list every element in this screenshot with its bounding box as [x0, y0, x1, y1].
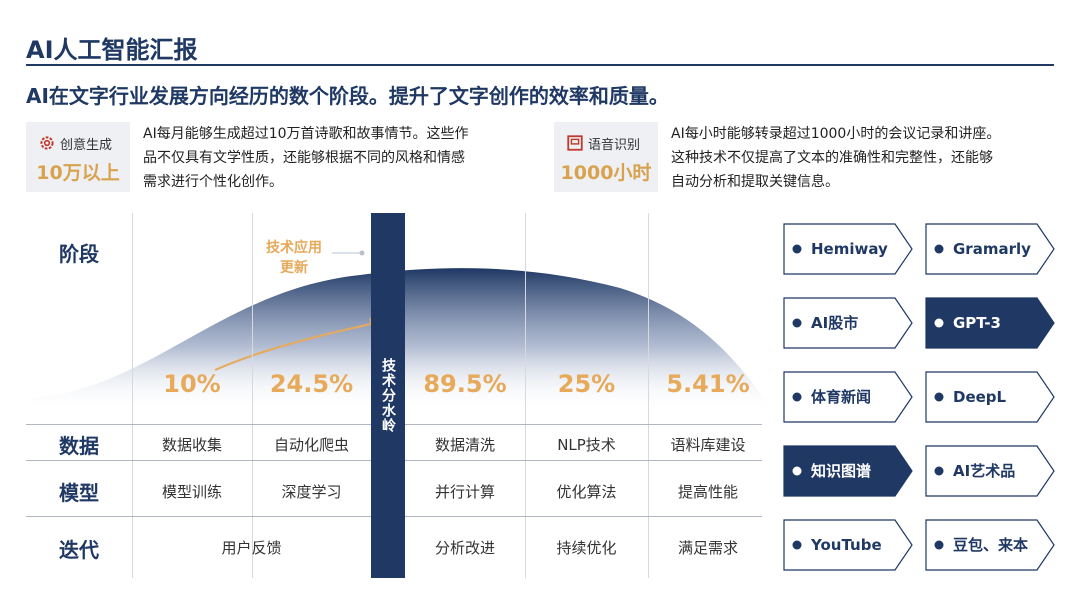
stat-value: 1000小时	[560, 162, 652, 184]
grid-column-line	[132, 213, 133, 578]
stage-percentage: 5.41%	[666, 370, 750, 398]
page-subtitle: AI在文字行业发展方向经历的数个阶段。提升了文字创作的效率和质量。	[26, 84, 669, 108]
bullet-icon	[934, 392, 944, 402]
tool-tag-shape	[783, 519, 913, 571]
gear-icon	[40, 136, 54, 150]
tool-tag: Gramarly	[925, 223, 1055, 275]
model-cell: 模型训练	[161, 483, 222, 501]
tool-name: 体育新闻	[811, 388, 872, 406]
tool-name: YouTube	[811, 536, 882, 554]
stat-label: 语音识别	[588, 138, 641, 153]
tool-name: AI艺术品	[953, 462, 1016, 480]
tool-name: Gramarly	[953, 240, 1031, 258]
data-cell: 自动化爬虫	[273, 436, 349, 454]
grid-column-line	[525, 213, 526, 578]
annotation-tech-update: 技术应用 更新	[254, 238, 334, 278]
data-cell: 数据收集	[161, 436, 222, 454]
tool-tag-shape	[925, 297, 1055, 349]
stage-percentage: 89.5%	[423, 370, 507, 398]
title-divider	[26, 64, 1054, 66]
bullet-icon	[934, 540, 944, 550]
annotation-line: 更新	[280, 260, 308, 276]
row-label-model: 模型	[59, 481, 99, 505]
bullet-icon	[792, 466, 802, 476]
bullet-icon	[792, 540, 802, 550]
tool-tag: YouTube	[783, 519, 913, 571]
tool-tag: Hemiway	[783, 223, 913, 275]
tool-name: AI股市	[811, 314, 859, 332]
iteration-cell: 满足需求	[677, 539, 738, 557]
tool-name: GPT-3	[953, 314, 1001, 332]
tool-name: Hemiway	[811, 240, 888, 258]
bullet-icon	[792, 392, 802, 402]
model-cell: 提高性能	[677, 483, 738, 501]
tool-tag-shape	[925, 519, 1055, 571]
tool-tag-shape	[925, 371, 1055, 423]
stat-box: 创意生成 10万以上	[26, 122, 130, 192]
row-label-data: 数据	[59, 434, 99, 458]
tech-watershed-label: 技术分水岭	[380, 358, 396, 433]
stat-description-line: 需求进行个性化创作。	[143, 174, 283, 190]
row-label-iteration: 迭代	[59, 538, 99, 562]
row-label-stage: 阶段	[59, 242, 99, 266]
stat-description-line: 品不仅具有文学性质，还能够根据不同的风格和情感	[143, 150, 465, 166]
stat-description-line: 自动分析和提取关键信息。	[671, 174, 839, 190]
stat-description: AI每月能够生成超过10万首诗歌和故事情节。这些作 品不仅具有文学性质，还能够根…	[143, 122, 529, 194]
iteration-cell: 分析改进	[434, 539, 495, 557]
stat-label: 创意生成	[60, 138, 113, 153]
grid-column-line	[252, 213, 253, 578]
tool-tag-shape	[783, 371, 913, 423]
annotation-dot	[359, 250, 365, 256]
tool-tag: 豆包、来本	[925, 519, 1055, 571]
tool-tag-shape	[783, 297, 913, 349]
grid-column-line	[648, 213, 649, 578]
tool-tag: GPT-3	[925, 297, 1055, 349]
annotation-line: 技术应用	[266, 240, 322, 256]
bullet-icon	[934, 244, 944, 254]
tech-watershed-bar	[371, 213, 405, 578]
tool-tag: AI股市	[783, 297, 913, 349]
tool-tag: 知识图谱	[783, 445, 913, 497]
iteration-cell: 用户反馈	[221, 539, 282, 557]
stage-percentage: 10%	[163, 370, 221, 398]
stat-description-line: 这种技术不仅提高了文本的准确性和完整性，还能够	[671, 150, 993, 166]
trend-arrow-line	[214, 321, 381, 371]
tech-watershed-label-wrap: 技术分水岭	[371, 213, 405, 578]
page-title: AI人工智能汇报	[26, 36, 198, 64]
stat-value: 10万以上	[36, 162, 120, 184]
stat-description-line: AI每小时能够转录超过1000小时的会议记录和讲座。	[671, 126, 1001, 142]
model-cell: 深度学习	[281, 483, 342, 501]
data-cell: 数据清洗	[434, 436, 495, 454]
tool-tag-shape	[925, 223, 1055, 275]
tool-name: DeepL	[953, 388, 1007, 406]
data-cell: 语料库建设	[670, 436, 746, 454]
model-cell: 优化算法	[556, 483, 617, 501]
data-cell: NLP技术	[557, 436, 616, 454]
stage-percentage: 25%	[557, 370, 616, 398]
tool-tag: 体育新闻	[783, 371, 913, 423]
square-icon	[567, 135, 583, 151]
tool-tag: DeepL	[925, 371, 1055, 423]
tool-name: 豆包、来本	[953, 536, 1029, 554]
iteration-cell: 持续优化	[556, 539, 617, 557]
tool-tag-shape	[925, 445, 1055, 497]
stat-box: 语音识别 1000小时	[554, 122, 658, 192]
tool-tag: AI艺术品	[925, 445, 1055, 497]
stage-percentage: 24.5%	[269, 370, 354, 398]
bullet-icon	[792, 318, 802, 328]
bullet-icon	[934, 318, 944, 328]
tool-tag-shape	[783, 445, 913, 497]
tool-tag-shape	[783, 223, 913, 275]
stat-description: AI每小时能够转录超过1000小时的会议记录和讲座。 这种技术不仅提高了文本的准…	[671, 122, 1057, 194]
bullet-icon	[934, 466, 944, 476]
model-cell: 并行计算	[434, 483, 495, 501]
bullet-icon	[792, 244, 802, 254]
tool-name: 知识图谱	[811, 462, 872, 480]
stat-description-line: AI每月能够生成超过10万首诗歌和故事情节。这些作	[143, 126, 469, 142]
